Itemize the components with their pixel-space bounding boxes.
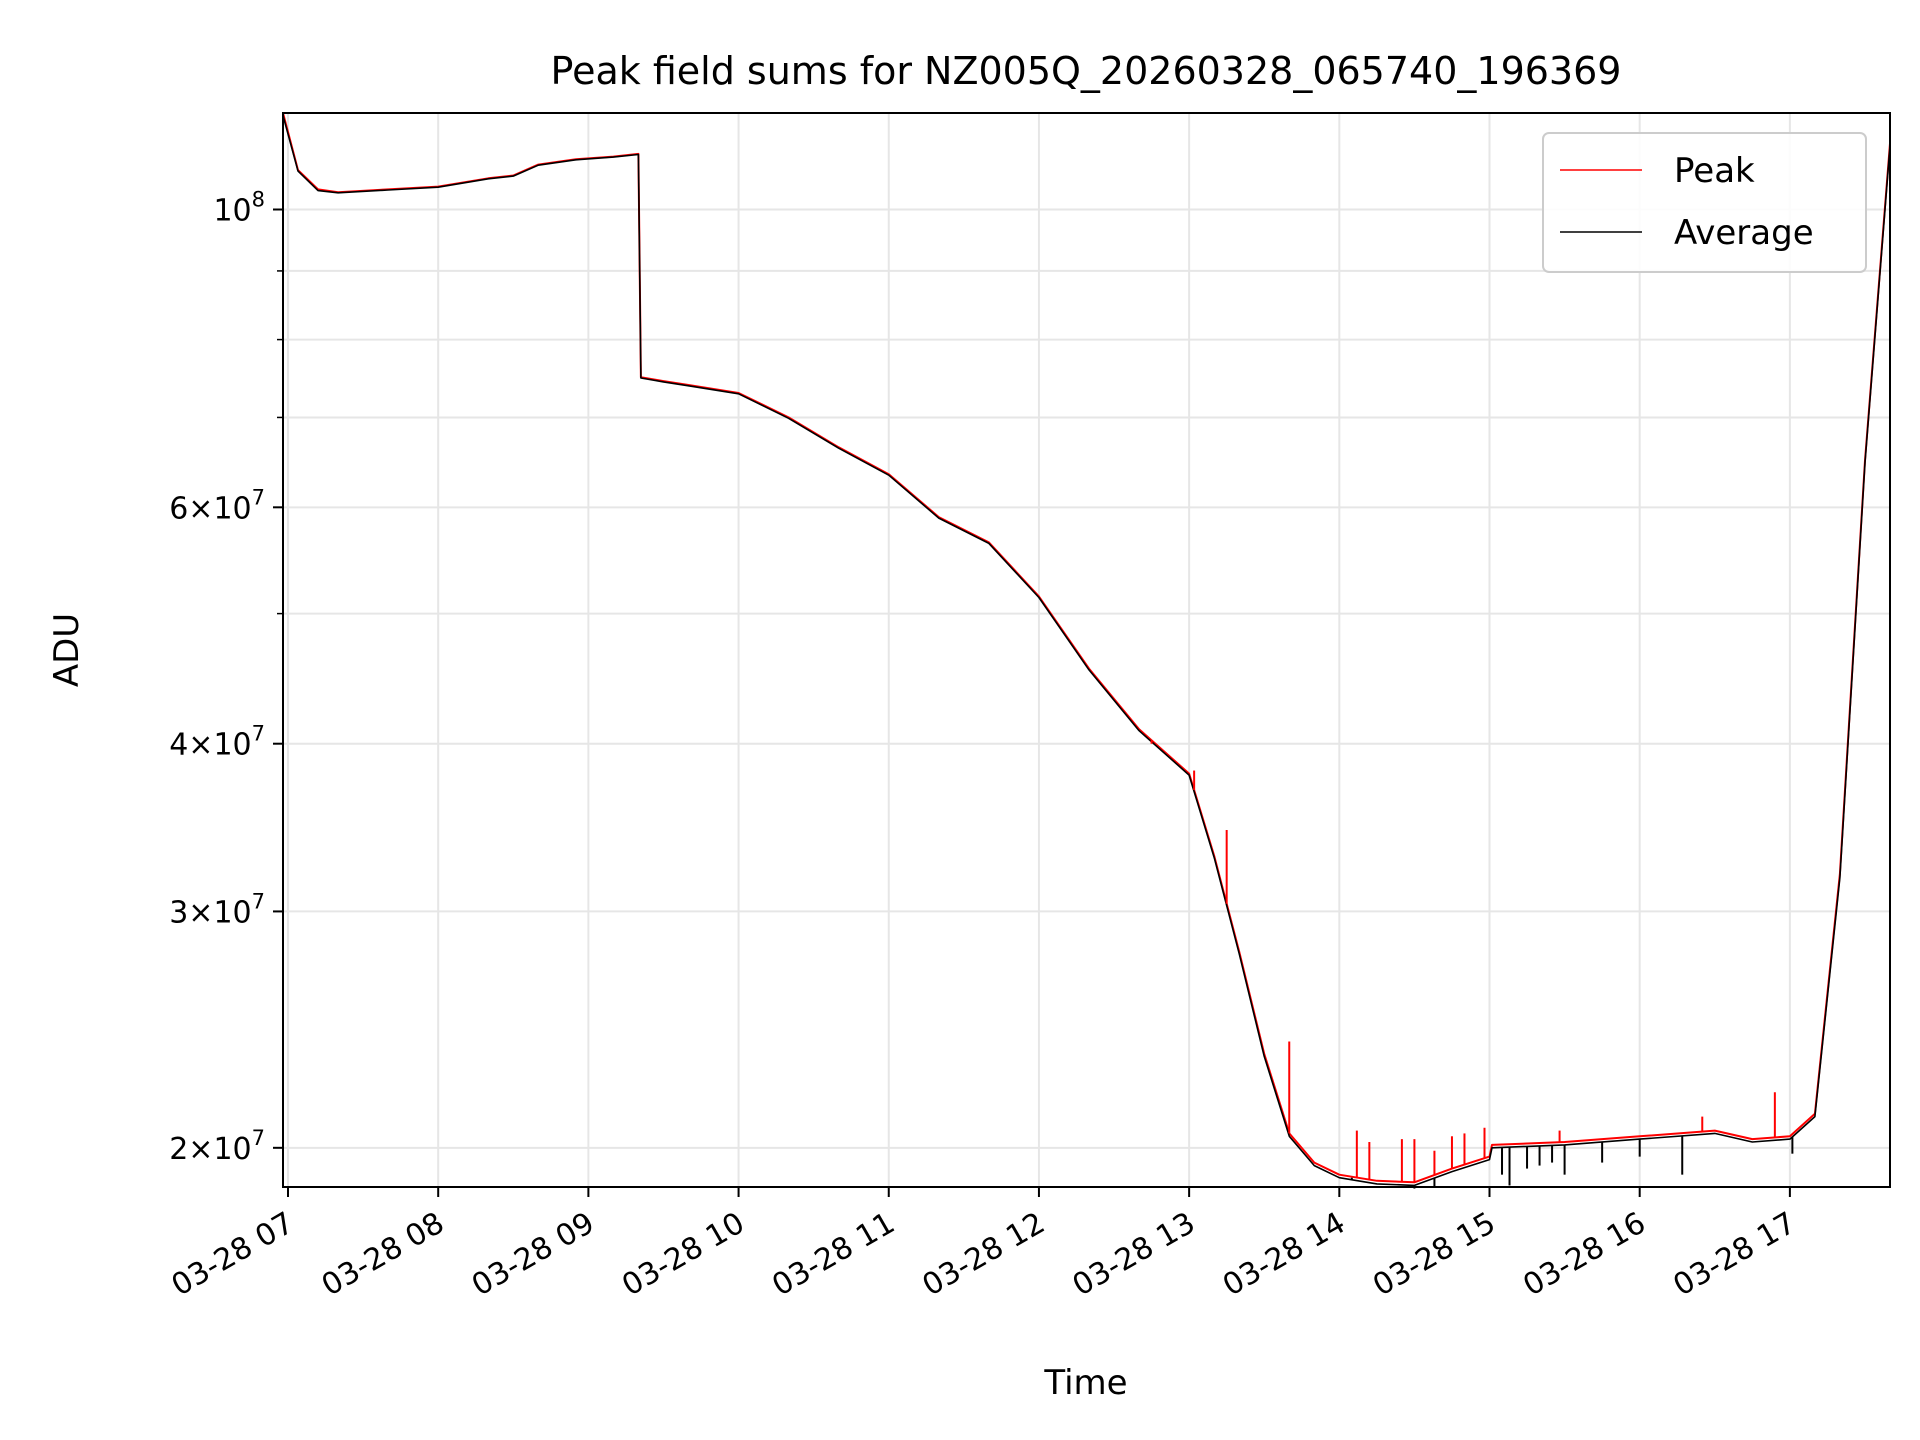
series-line-average	[282, 115, 1891, 1187]
legend-box	[1542, 132, 1867, 273]
y-tick-base: 10	[213, 1132, 251, 1167]
chart-title: Peak field sums for NZ005Q_20260328_0657…	[551, 49, 1622, 93]
y-tick-label: 4×107	[169, 722, 265, 763]
y-tick-label: 2×107	[169, 1126, 265, 1167]
y-tick-mantissa: 4×	[169, 728, 213, 763]
y-tick-exponent: 8	[252, 187, 265, 211]
grid	[283, 113, 1890, 1187]
legend: Peak Average	[1542, 132, 1867, 273]
y-tick-exponent: 7	[252, 485, 265, 509]
series-layer	[282, 112, 1891, 1189]
y-tick-mantissa: 2×	[169, 1132, 213, 1167]
y-tick-label: 108	[213, 187, 265, 228]
y-tick-base: 10	[213, 728, 251, 763]
plot-frame	[282, 112, 1891, 1188]
y-tick-base: 10	[213, 491, 251, 526]
y-tick-label: 6×107	[169, 485, 265, 526]
y-tick-mantissa: 6×	[169, 491, 213, 526]
y-tick-exponent: 7	[252, 1126, 265, 1150]
y-tick-mantissa: 3×	[169, 895, 213, 930]
y-tick-base: 10	[213, 193, 251, 228]
legend-label-average: Average	[1674, 213, 1814, 253]
legend-label-peak: Peak	[1674, 151, 1755, 191]
x-axis-label: Time	[1043, 1363, 1127, 1403]
y-tick-label: 3×107	[169, 889, 265, 930]
y-axis-label: ADU	[47, 613, 87, 687]
y-tick-exponent: 7	[252, 889, 265, 913]
y-tick-exponent: 7	[252, 722, 265, 746]
y-tick-base: 10	[213, 895, 251, 930]
